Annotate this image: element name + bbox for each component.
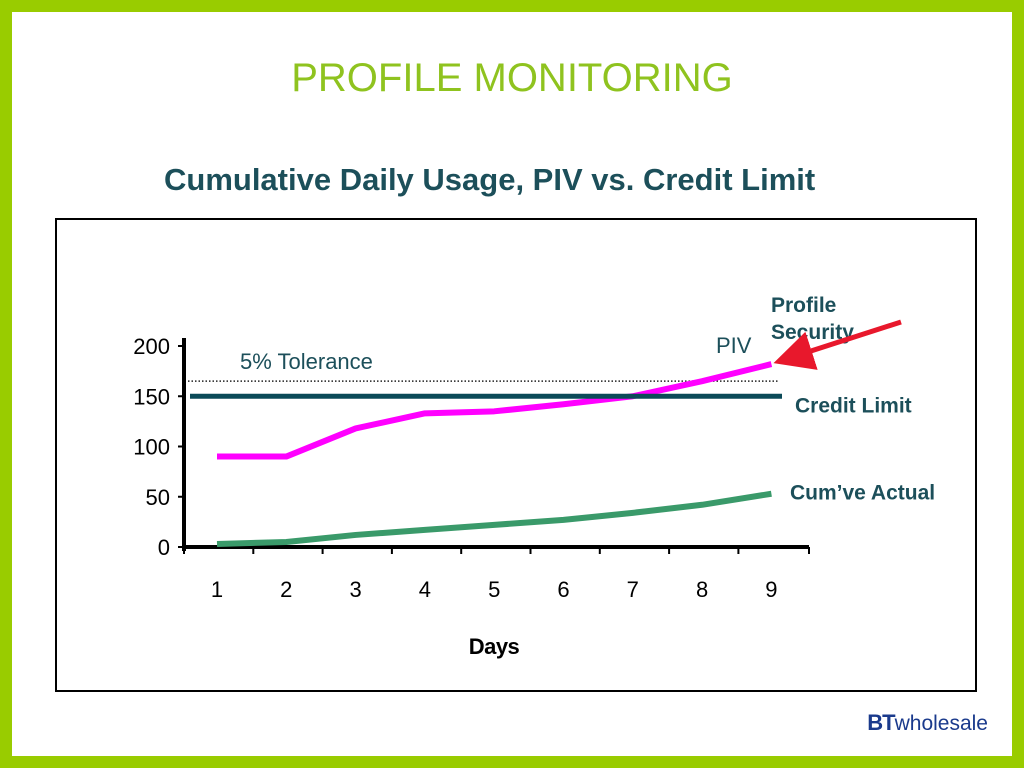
logo-suffix: wholesale	[894, 712, 988, 735]
profile-security-label: Profile	[771, 294, 836, 317]
arrow-icon	[773, 319, 902, 370]
line-chart: 0 50 100 150 200 1 2 3 4 5 6 7 8 9 Days 5% Tolerance PI…	[133, 294, 935, 659]
actual-label: Cum’ve Actual	[790, 482, 935, 505]
series-line	[216, 490, 772, 547]
piv-label: PIV	[716, 333, 752, 358]
x-tick-label: 1	[211, 577, 223, 602]
x-tick-label: 5	[488, 577, 500, 602]
bt-wholesale-logo: BTwholesale	[867, 710, 988, 736]
credit-limit-label: Credit Limit	[795, 394, 912, 417]
tolerance-label: 5% Tolerance	[240, 349, 373, 374]
logo-brand: BT	[867, 710, 895, 735]
slide-title: PROFILE MONITORING	[291, 56, 733, 100]
y-tick-label: 150	[133, 384, 170, 409]
chart-title: Cumulative Daily Usage, PIV vs. Credit L…	[164, 162, 816, 197]
x-tick-label: 9	[765, 577, 777, 602]
x-tick-label: 3	[349, 577, 361, 602]
chart-labels: 5% Tolerance PIV Credit Limit Cum’ve Actual…	[240, 294, 935, 505]
y-tick-label: 0	[158, 535, 170, 560]
y-tick-label: 100	[133, 435, 170, 460]
x-tick-label: 6	[557, 577, 569, 602]
y-tick-label: 200	[133, 334, 170, 359]
x-tick-label: 2	[280, 577, 292, 602]
series-line	[217, 361, 773, 460]
chart-axes: 0 50 100 150 200 1 2 3 4 5 6 7 8 9 Days	[133, 334, 810, 659]
y-tick-label: 50	[146, 485, 170, 510]
x-tick-label: 4	[419, 577, 431, 602]
chart-frame: 0 50 100 150 200 1 2 3 4 5 6 7 8 9 Days 5% Tolerance PI…	[55, 218, 977, 692]
x-axis-title: Days	[469, 634, 520, 659]
chart-series	[188, 361, 782, 547]
x-tick-label: 8	[696, 577, 708, 602]
x-tick-label: 7	[627, 577, 639, 602]
